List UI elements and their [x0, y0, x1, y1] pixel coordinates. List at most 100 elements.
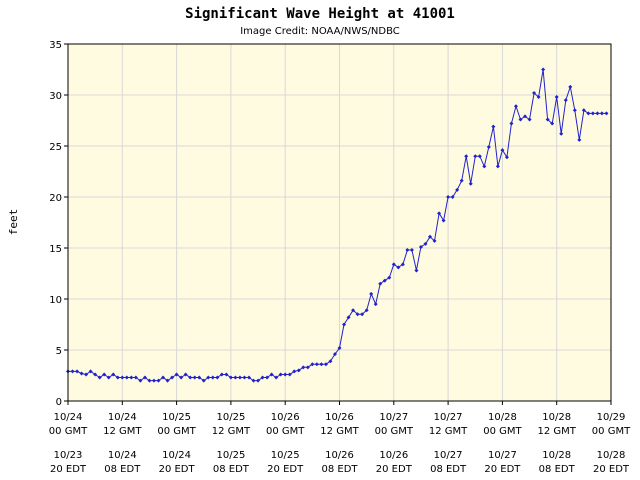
data-point — [274, 375, 279, 380]
data-point — [572, 108, 577, 113]
data-point — [455, 187, 460, 192]
x-tick-edt-time: 08 EDT — [430, 464, 467, 475]
data-point — [595, 111, 600, 116]
data-point — [310, 362, 315, 367]
x-tick-edt-date: 10/25 — [271, 450, 300, 461]
data-point — [93, 372, 98, 377]
data-point — [183, 372, 188, 377]
y-axis-label: feet — [7, 209, 20, 236]
data-point — [161, 375, 166, 380]
data-point — [418, 244, 423, 249]
data-point — [486, 145, 491, 150]
x-tick-edt-date: 10/25 — [216, 450, 245, 461]
data-point — [500, 148, 505, 153]
x-tick-gmt-time: 00 GMT — [49, 426, 88, 437]
data-point — [405, 248, 410, 253]
data-point — [468, 181, 473, 186]
data-point — [604, 111, 609, 116]
data-point — [260, 375, 265, 380]
x-tick-gmt-time: 00 GMT — [375, 426, 414, 437]
data-point — [382, 278, 387, 283]
data-point — [504, 155, 509, 160]
x-tick-edt-date: 10/26 — [325, 450, 354, 461]
x-tick-edt-date: 10/27 — [488, 450, 517, 461]
chart-subtitle: Image Credit: NOAA/NWS/NDBC — [240, 26, 400, 37]
data-point — [156, 378, 161, 383]
data-point — [373, 302, 378, 307]
data-point — [319, 362, 324, 367]
data-point — [568, 84, 573, 89]
data-point — [332, 352, 337, 357]
data-point — [346, 315, 351, 320]
data-point — [210, 375, 215, 380]
data-point — [396, 265, 401, 270]
x-tick-gmt-time: 12 GMT — [103, 426, 142, 437]
data-point — [296, 368, 301, 373]
plot-frame — [67, 43, 612, 402]
data-point — [391, 262, 396, 267]
data-point — [197, 375, 202, 380]
x-tick-edt-time: 20 EDT — [50, 464, 87, 475]
data-point — [355, 312, 360, 317]
data-point — [323, 362, 328, 367]
data-point — [364, 308, 369, 313]
x-tick-gmt-date: 10/26 — [325, 412, 354, 423]
x-tick-edt-time: 08 EDT — [539, 464, 576, 475]
data-point — [251, 378, 256, 383]
data-point — [400, 262, 405, 267]
x-tick-gmt-time: 00 GMT — [483, 426, 522, 437]
x-tick-gmt-date: 10/24 — [54, 412, 83, 423]
series-wave-height — [66, 67, 609, 383]
data-point — [269, 372, 274, 377]
data-point — [233, 375, 238, 380]
data-point — [278, 372, 283, 377]
x-tick-gmt-date: 10/28 — [488, 412, 517, 423]
data-point — [88, 369, 93, 374]
data-point — [473, 154, 478, 159]
data-point — [138, 378, 143, 383]
x-tick-gmt-date: 10/24 — [108, 412, 137, 423]
data-point — [115, 375, 120, 380]
x-tick-edt-time: 20 EDT — [593, 464, 630, 475]
x-tick-edt-date: 10/24 — [162, 450, 191, 461]
x-axis-ticks: 10/24 00 GMT 10/23 20 EDT 10/24 12 GMT 10/24 08… — [49, 401, 631, 475]
x-tick-gmt-date: 10/27 — [379, 412, 408, 423]
chart-title: Significant Wave Height at 41001 — [185, 6, 455, 22]
data-point — [237, 375, 242, 380]
data-point — [437, 211, 442, 216]
x-tick-edt-date: 10/23 — [54, 450, 83, 461]
data-point — [179, 375, 184, 380]
data-point — [283, 372, 288, 377]
data-point — [495, 164, 500, 169]
data-point — [219, 372, 224, 377]
data-point — [147, 378, 152, 383]
x-tick-edt-date: 10/28 — [597, 450, 626, 461]
data-point — [151, 378, 156, 383]
x-tick-gmt-time: 00 GMT — [157, 426, 196, 437]
data-point — [459, 178, 464, 183]
y-tick-label: 5 — [56, 346, 62, 357]
data-point — [301, 365, 306, 370]
data-point — [287, 372, 292, 377]
data-point — [342, 322, 347, 327]
x-tick-gmt-date: 10/25 — [216, 412, 245, 423]
y-tick-label: 10 — [49, 295, 62, 306]
data-point — [527, 117, 532, 122]
data-point — [378, 281, 383, 286]
x-tick-edt-time: 20 EDT — [376, 464, 413, 475]
x-tick-gmt-time: 12 GMT — [320, 426, 359, 437]
x-tick-gmt-date: 10/27 — [434, 412, 463, 423]
data-point — [414, 268, 419, 273]
data-point — [265, 375, 270, 380]
data-point — [581, 108, 586, 113]
data-point — [337, 345, 342, 350]
data-point — [450, 195, 455, 199]
x-tick-edt-date: 10/26 — [379, 450, 408, 461]
data-point — [305, 365, 310, 370]
data-point — [532, 90, 537, 95]
x-tick-gmt-time: 00 GMT — [592, 426, 631, 437]
data-point — [509, 121, 514, 126]
data-point — [165, 378, 170, 383]
data-point — [188, 375, 193, 380]
